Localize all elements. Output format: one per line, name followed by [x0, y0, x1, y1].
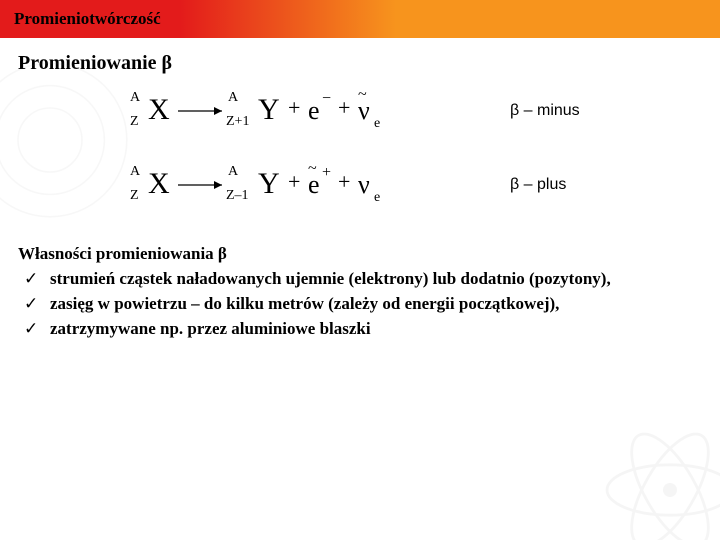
svg-text:e: e — [374, 116, 380, 131]
svg-text:+: + — [288, 169, 300, 194]
list-item-text: strumień cząstek naładowanych ujemnie (e… — [50, 269, 611, 288]
properties-block: Własności promieniowania β strumień cząs… — [18, 243, 702, 341]
svg-text:−: − — [322, 90, 331, 107]
equation-beta-minus: A Z X A Z+1 Y + e − + ~ ν e β – minus — [130, 85, 720, 137]
list-item-text: zasięg w powietrzu – do kilku metrów (za… — [50, 294, 559, 313]
svg-text:A: A — [228, 90, 239, 105]
equation-beta-plus: A Z X A Z–1 Y + ~ e + + ν e β – plus — [130, 159, 720, 211]
svg-text:+: + — [338, 169, 350, 194]
svg-text:A: A — [228, 164, 239, 179]
svg-text:Z+1: Z+1 — [226, 114, 249, 129]
circles-watermark-icon — [0, 60, 130, 220]
list-item: strumień cząstek naładowanych ujemnie (e… — [46, 268, 702, 291]
svg-text:X: X — [148, 93, 170, 126]
section-title: Promieniowanie β — [18, 52, 720, 75]
svg-text:Y: Y — [258, 93, 280, 126]
svg-text:A: A — [130, 164, 141, 179]
svg-text:ν: ν — [358, 170, 370, 199]
svg-text:+: + — [288, 95, 300, 120]
svg-text:Z–1: Z–1 — [226, 188, 249, 203]
svg-text:e: e — [308, 96, 320, 125]
svg-text:Y: Y — [258, 167, 280, 200]
properties-title: Własności promieniowania β — [18, 243, 702, 266]
beta-plus-formula: A Z X A Z–1 Y + ~ e + + ν e — [130, 159, 450, 211]
beta-plus-label: β – plus — [510, 176, 566, 194]
svg-text:Z: Z — [130, 188, 139, 203]
properties-list: strumień cząstek naładowanych ujemnie (e… — [18, 268, 702, 341]
beta-minus-label: β – minus — [510, 102, 580, 120]
svg-text:A: A — [130, 90, 141, 105]
svg-text:+: + — [338, 95, 350, 120]
svg-text:ν: ν — [358, 96, 370, 125]
list-item: zasięg w powietrzu – do kilku metrów (za… — [46, 293, 702, 316]
svg-text:e: e — [308, 170, 320, 199]
svg-text:X: X — [148, 167, 170, 200]
header-bar: Promieniotwórczość — [0, 0, 720, 38]
svg-text:e: e — [374, 190, 380, 205]
list-item: zatrzymywane np. przez aluminiowe blaszk… — [46, 318, 702, 341]
page-title: Promieniotwórczość — [14, 9, 161, 29]
svg-text:+: + — [322, 164, 331, 181]
list-item-text: zatrzymywane np. przez aluminiowe blaszk… — [50, 319, 371, 338]
svg-text:Z: Z — [130, 114, 139, 129]
beta-minus-formula: A Z X A Z+1 Y + e − + ~ ν e — [130, 85, 450, 137]
atom-watermark-icon — [600, 420, 720, 540]
